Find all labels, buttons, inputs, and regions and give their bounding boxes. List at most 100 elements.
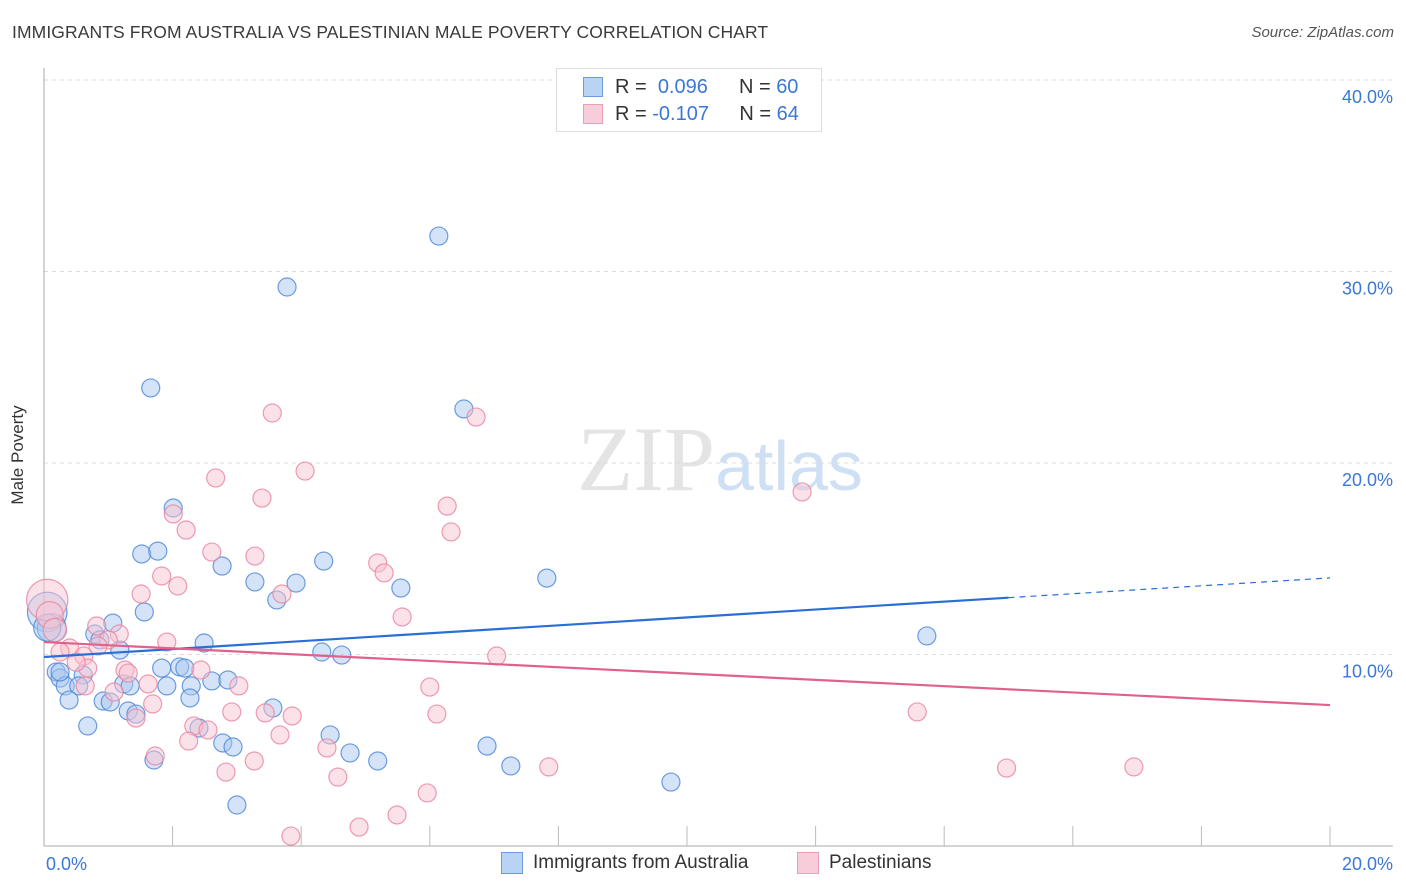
legend-label: Immigrants from Australia xyxy=(533,852,749,873)
palestinians-point xyxy=(145,746,165,766)
australia-point xyxy=(537,568,557,588)
palestinians-point xyxy=(222,702,242,722)
australia-point xyxy=(340,743,360,763)
palestinians-point xyxy=(143,694,163,714)
palestinians-point xyxy=(272,584,292,604)
palestinians-point xyxy=(441,522,461,542)
palestinians-point xyxy=(417,783,437,803)
palestinians-point xyxy=(792,482,812,502)
palestinians-point xyxy=(281,826,301,846)
palestinians-point xyxy=(427,704,447,724)
palestinians-point xyxy=(118,663,138,683)
legend-item-australia[interactable]: Immigrants from Australia xyxy=(501,852,748,874)
palestinians-point xyxy=(206,468,226,488)
blue-swatch xyxy=(583,77,603,97)
australia-trend-extension xyxy=(1008,577,1331,599)
palestinians-point xyxy=(198,720,218,740)
australia-point xyxy=(141,378,161,398)
australia-point xyxy=(391,578,411,598)
n-value: 60 xyxy=(776,75,799,98)
australia-point xyxy=(314,551,334,571)
blue-swatch xyxy=(501,852,523,874)
palestinians-point xyxy=(317,738,337,758)
palestinians-point xyxy=(202,542,222,562)
legend-item-palestinians[interactable]: Palestinians xyxy=(797,852,931,874)
palestinians-point xyxy=(252,488,272,508)
palestinians-point xyxy=(1124,757,1144,777)
australia-point xyxy=(78,716,98,736)
x-tick-label: 0.0% xyxy=(46,854,87,874)
palestinians-point xyxy=(138,674,158,694)
australia-point xyxy=(661,772,681,792)
australia-point xyxy=(157,676,177,696)
y-tick-label: 20.0% xyxy=(1342,470,1393,490)
australia-point xyxy=(227,795,247,815)
palestinians-point xyxy=(349,817,369,837)
palestinians-point xyxy=(87,616,107,636)
r-value: 0.096 xyxy=(657,75,708,98)
y-tick-label: 10.0% xyxy=(1342,662,1393,682)
australia-point xyxy=(134,602,154,622)
australia-trend-line xyxy=(43,596,1009,659)
australia-point xyxy=(148,541,168,561)
australia-point xyxy=(212,556,232,576)
palestinians-point xyxy=(126,708,146,728)
palestinians-point xyxy=(168,576,188,596)
palestinians-point xyxy=(996,758,1017,778)
australia-point xyxy=(175,658,195,678)
australia-point xyxy=(180,688,200,708)
palestinians-point xyxy=(270,725,290,745)
palestinians-point xyxy=(191,660,211,680)
palestinians-point xyxy=(255,703,275,723)
australia-point xyxy=(368,751,388,771)
palestinians-point xyxy=(907,702,927,722)
palestinians-point xyxy=(328,767,348,787)
y-axis-label: Male Poverty xyxy=(8,405,27,505)
palestinians-point xyxy=(539,757,559,777)
y-tick-label: 40.0% xyxy=(1342,87,1393,107)
australia-point xyxy=(245,572,265,592)
australia-point xyxy=(429,226,449,246)
source-label: Source: ZipAtlas.com xyxy=(1251,24,1394,41)
australia-point xyxy=(152,658,172,678)
palestinians-point xyxy=(42,617,68,643)
australia-point xyxy=(477,736,497,756)
palestinians-point xyxy=(374,563,394,583)
australia-point xyxy=(277,277,297,297)
palestinians-point xyxy=(466,407,486,427)
r-value: -0.107 xyxy=(652,102,709,125)
palestinians-point xyxy=(176,520,196,540)
palestinians-point xyxy=(437,496,457,516)
palestinians-point xyxy=(245,546,265,566)
legend-label: Palestinians xyxy=(829,852,932,873)
palestinians-point xyxy=(244,751,264,771)
palestinians-point xyxy=(163,504,183,524)
palestinians-point xyxy=(229,676,249,696)
palestinians-point xyxy=(179,731,199,751)
australia-point xyxy=(132,544,152,564)
x-tick-label: 20.0% xyxy=(1342,854,1393,874)
r-label: R = xyxy=(615,102,647,125)
palestinians-point xyxy=(75,676,95,696)
palestinians-trend-line xyxy=(43,640,1331,707)
r-label: R = xyxy=(615,75,647,98)
palestinians-point xyxy=(282,706,302,726)
palestinians-point xyxy=(131,584,151,604)
pink-swatch xyxy=(797,852,819,874)
palestinians-point xyxy=(295,461,315,481)
pink-swatch xyxy=(583,104,603,124)
australia-point xyxy=(501,756,521,776)
palestinians-point xyxy=(152,566,172,586)
australia-point xyxy=(312,642,332,662)
palestinians-point xyxy=(104,682,124,702)
australia-point xyxy=(50,662,70,682)
palestinians-point xyxy=(387,805,407,825)
n-label: N = xyxy=(739,102,772,125)
australia-point xyxy=(286,573,306,593)
australia-point xyxy=(917,626,937,646)
palestinians-point xyxy=(420,677,440,697)
palestinians-point xyxy=(216,762,236,782)
n-label: N = xyxy=(738,75,771,98)
chart-title: IMMIGRANTS FROM AUSTRALIA VS PALESTINIAN… xyxy=(12,22,769,42)
